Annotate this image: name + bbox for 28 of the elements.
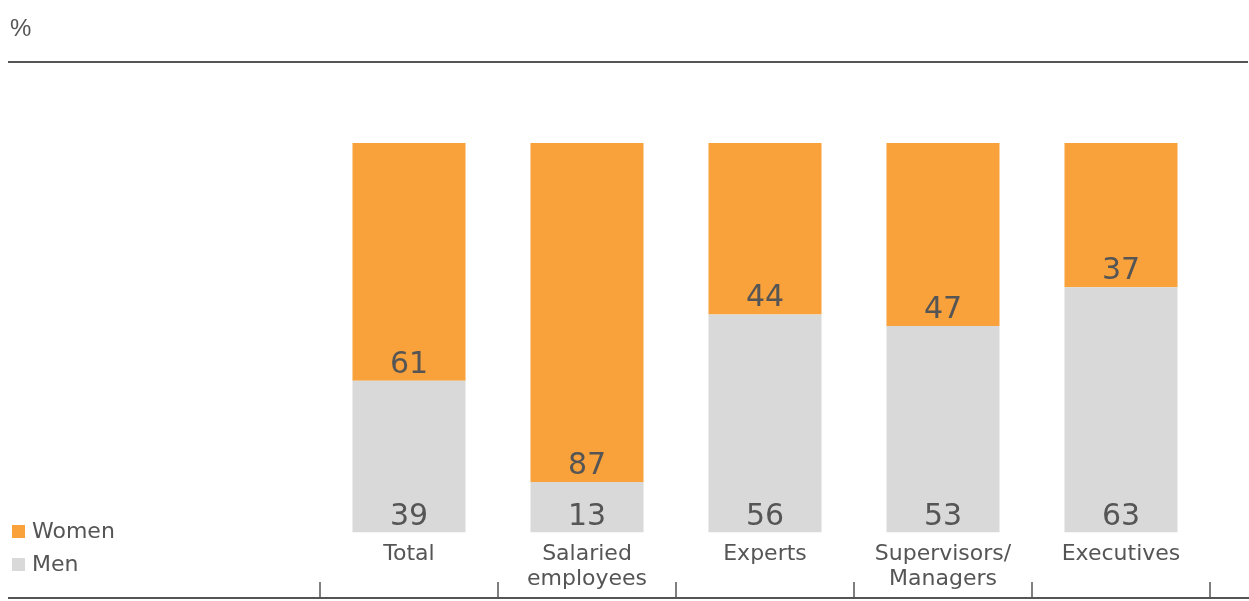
bar (1064, 287, 1178, 533)
data-label: 56 (745, 496, 785, 532)
bar (352, 143, 466, 381)
data-label: 53 (923, 496, 963, 532)
data-label: 13 (567, 496, 607, 532)
data-label: 37 (1101, 251, 1141, 287)
bar (708, 314, 822, 533)
bar (530, 481, 644, 533)
data-label: 44 (745, 278, 785, 314)
bar (352, 380, 466, 533)
data-label: 63 (1101, 496, 1141, 532)
x-tick-label: Total (382, 540, 435, 566)
legend-label: Men (32, 550, 79, 576)
x-tick-label: Salaried employees (526, 540, 648, 590)
data-label: 47 (923, 290, 963, 326)
data-label: 61 (389, 344, 429, 380)
bar (886, 326, 1000, 533)
bar (530, 143, 644, 482)
bar (1064, 143, 1178, 288)
legend-label: Women (32, 517, 115, 543)
bar (708, 143, 822, 315)
x-tick-label: Experts (723, 540, 807, 566)
x-tick-label: Supervisors/Managers (874, 540, 1012, 590)
bar (886, 143, 1000, 327)
data-label: 87 (567, 445, 607, 481)
data-label: 39 (389, 496, 429, 532)
text: % (10, 14, 32, 42)
x-tick-label: Executives (1061, 540, 1181, 566)
